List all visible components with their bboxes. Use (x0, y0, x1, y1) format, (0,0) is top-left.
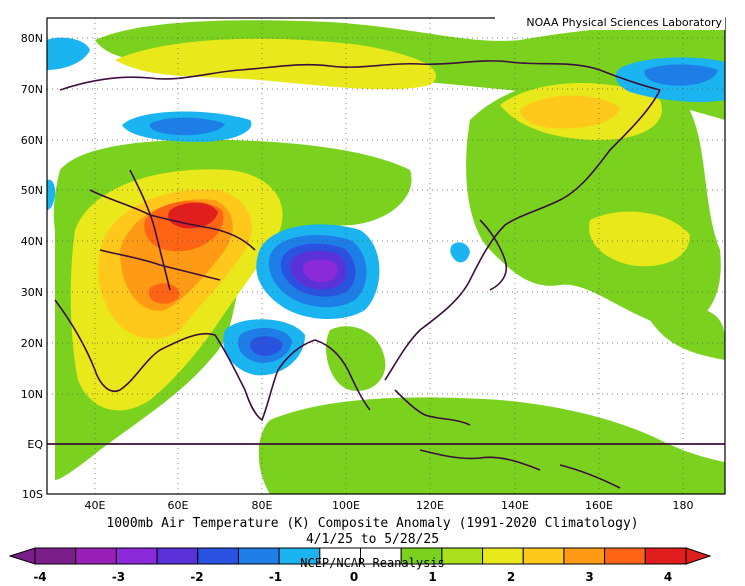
lat-label: 10N (21, 388, 43, 401)
lon-label: 160E (585, 499, 613, 512)
lat-label: 50N (21, 184, 43, 197)
cold-region-ural-2 (149, 117, 225, 136)
colorbar-tick-label: 3 (585, 570, 593, 584)
coastline-arctic (59, 60, 661, 91)
warm-region-pacific-yellow (589, 211, 690, 267)
lon-label: 80E (252, 499, 273, 512)
data-source: NCEP/NCAR Reanalysis (300, 556, 445, 570)
cold-region-west-edge (47, 179, 56, 210)
lat-label: 40N (21, 235, 43, 248)
warm-region-east-siberia-orange (520, 95, 620, 129)
colorbar: -4 -3 -2 -1 0 1 2 3 4 (8, 547, 712, 584)
colorbar-tick-label: -1 (269, 570, 282, 584)
colorbar-tick-label: 2 (507, 570, 515, 584)
latitude-labels: 80N 70N 60N 50N 40N 30N 20N 10N EQ 10S (21, 32, 44, 501)
colorbar-tick-labels: -4 -3 -2 -1 0 1 2 3 4 (33, 570, 672, 584)
coastline-east-asia (384, 89, 661, 381)
colorbar-tick-label: 0 (350, 570, 358, 584)
warm-region-tropics (258, 397, 725, 494)
border-central-asia (89, 169, 256, 291)
colorbar-tick-label: -3 (112, 570, 125, 584)
cold-region-barents (47, 37, 90, 70)
colorbar-right-arrow (685, 547, 712, 565)
lon-label: 60E (168, 499, 189, 512)
credit-box (495, 14, 725, 30)
colorbar-tick-label: -2 (190, 570, 203, 584)
colorbar-tick-label: 1 (428, 570, 436, 584)
coastline-southeast-asia (394, 389, 621, 489)
date-range: 4/1/25 to 5/28/25 (305, 532, 440, 547)
longitude-labels: 40E 60E 80E 100E 120E 140E 160E 180 (85, 499, 694, 512)
lat-label: EQ (27, 438, 43, 451)
coastline-arabia-india (54, 299, 371, 422)
cold-region-tibet-5 (302, 259, 338, 283)
lon-label: 100E (332, 499, 360, 512)
lon-label: 140E (501, 499, 529, 512)
lon-label: 120E (416, 499, 444, 512)
lat-label: 20N (21, 337, 43, 350)
cold-region-korea (450, 242, 470, 263)
graticule (47, 18, 725, 494)
lon-label: 180 (673, 499, 694, 512)
colorbar-cells (34, 547, 687, 565)
coastline-japan (479, 219, 508, 291)
map-frame (46, 17, 726, 495)
lat-label: 60N (21, 134, 43, 147)
lat-label: 80N (21, 32, 43, 45)
lat-label: 30N (21, 286, 43, 299)
cold-region-bering-2 (644, 64, 718, 86)
map-title: 1000mb Air Temperature (K) Composite Ano… (106, 516, 639, 531)
cold-region-bay-of-bengal-3 (250, 336, 283, 356)
lat-label: 70N (21, 83, 43, 96)
warm-region-indochina (326, 326, 386, 391)
credit-text: NOAA Physical Sciences Laboratory (526, 16, 722, 29)
colorbar-tick-label: 4 (664, 570, 672, 584)
colorbar-tick-label: -4 (33, 570, 46, 584)
coastlines (54, 60, 661, 489)
lon-label: 40E (85, 499, 106, 512)
warm-region-pacific-east (650, 308, 725, 360)
lat-label: 10S (22, 488, 43, 501)
warm-region-iran-red-orange (148, 283, 180, 304)
